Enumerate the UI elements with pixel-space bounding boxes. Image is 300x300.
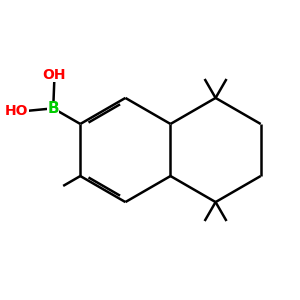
- Text: B: B: [47, 101, 59, 116]
- Text: OH: OH: [43, 68, 66, 82]
- Text: HO: HO: [5, 104, 28, 118]
